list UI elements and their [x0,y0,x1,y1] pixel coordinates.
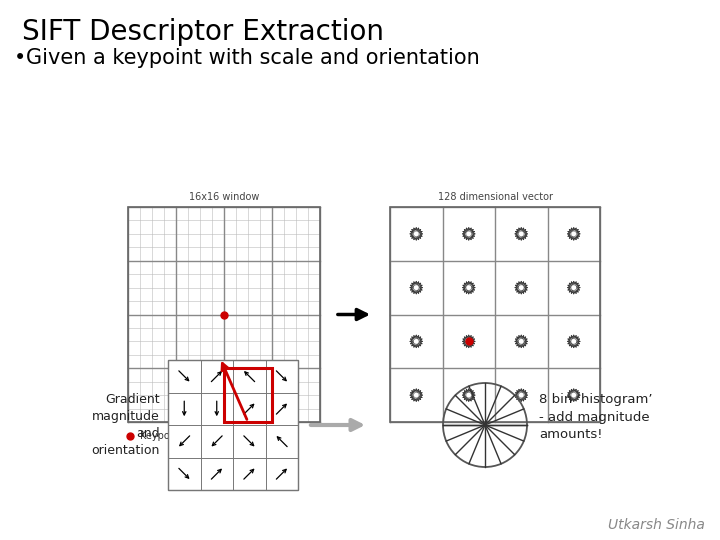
Bar [390,207,600,422]
Text: Keypoint: Keypoint [140,431,183,441]
Text: Utkarsh Sinha: Utkarsh Sinha [608,518,705,532]
Text: Given a keypoint with scale and orientation: Given a keypoint with scale and orientat… [26,48,480,68]
Bar [128,207,320,422]
Text: 16x16 window: 16x16 window [189,192,259,202]
Text: 128 dimensional vector: 128 dimensional vector [438,192,552,202]
Text: •: • [14,48,26,68]
Bar [168,360,298,490]
Text: SIFT Descriptor Extraction: SIFT Descriptor Extraction [22,18,384,46]
Bar [390,207,600,422]
Bar [128,207,320,422]
Bar [224,368,272,422]
Text: Gradient
magnitude
and
orientation: Gradient magnitude and orientation [91,393,160,457]
Text: 8 bin ‘histogram’
- add magnitude
amounts!: 8 bin ‘histogram’ - add magnitude amount… [539,394,652,441]
